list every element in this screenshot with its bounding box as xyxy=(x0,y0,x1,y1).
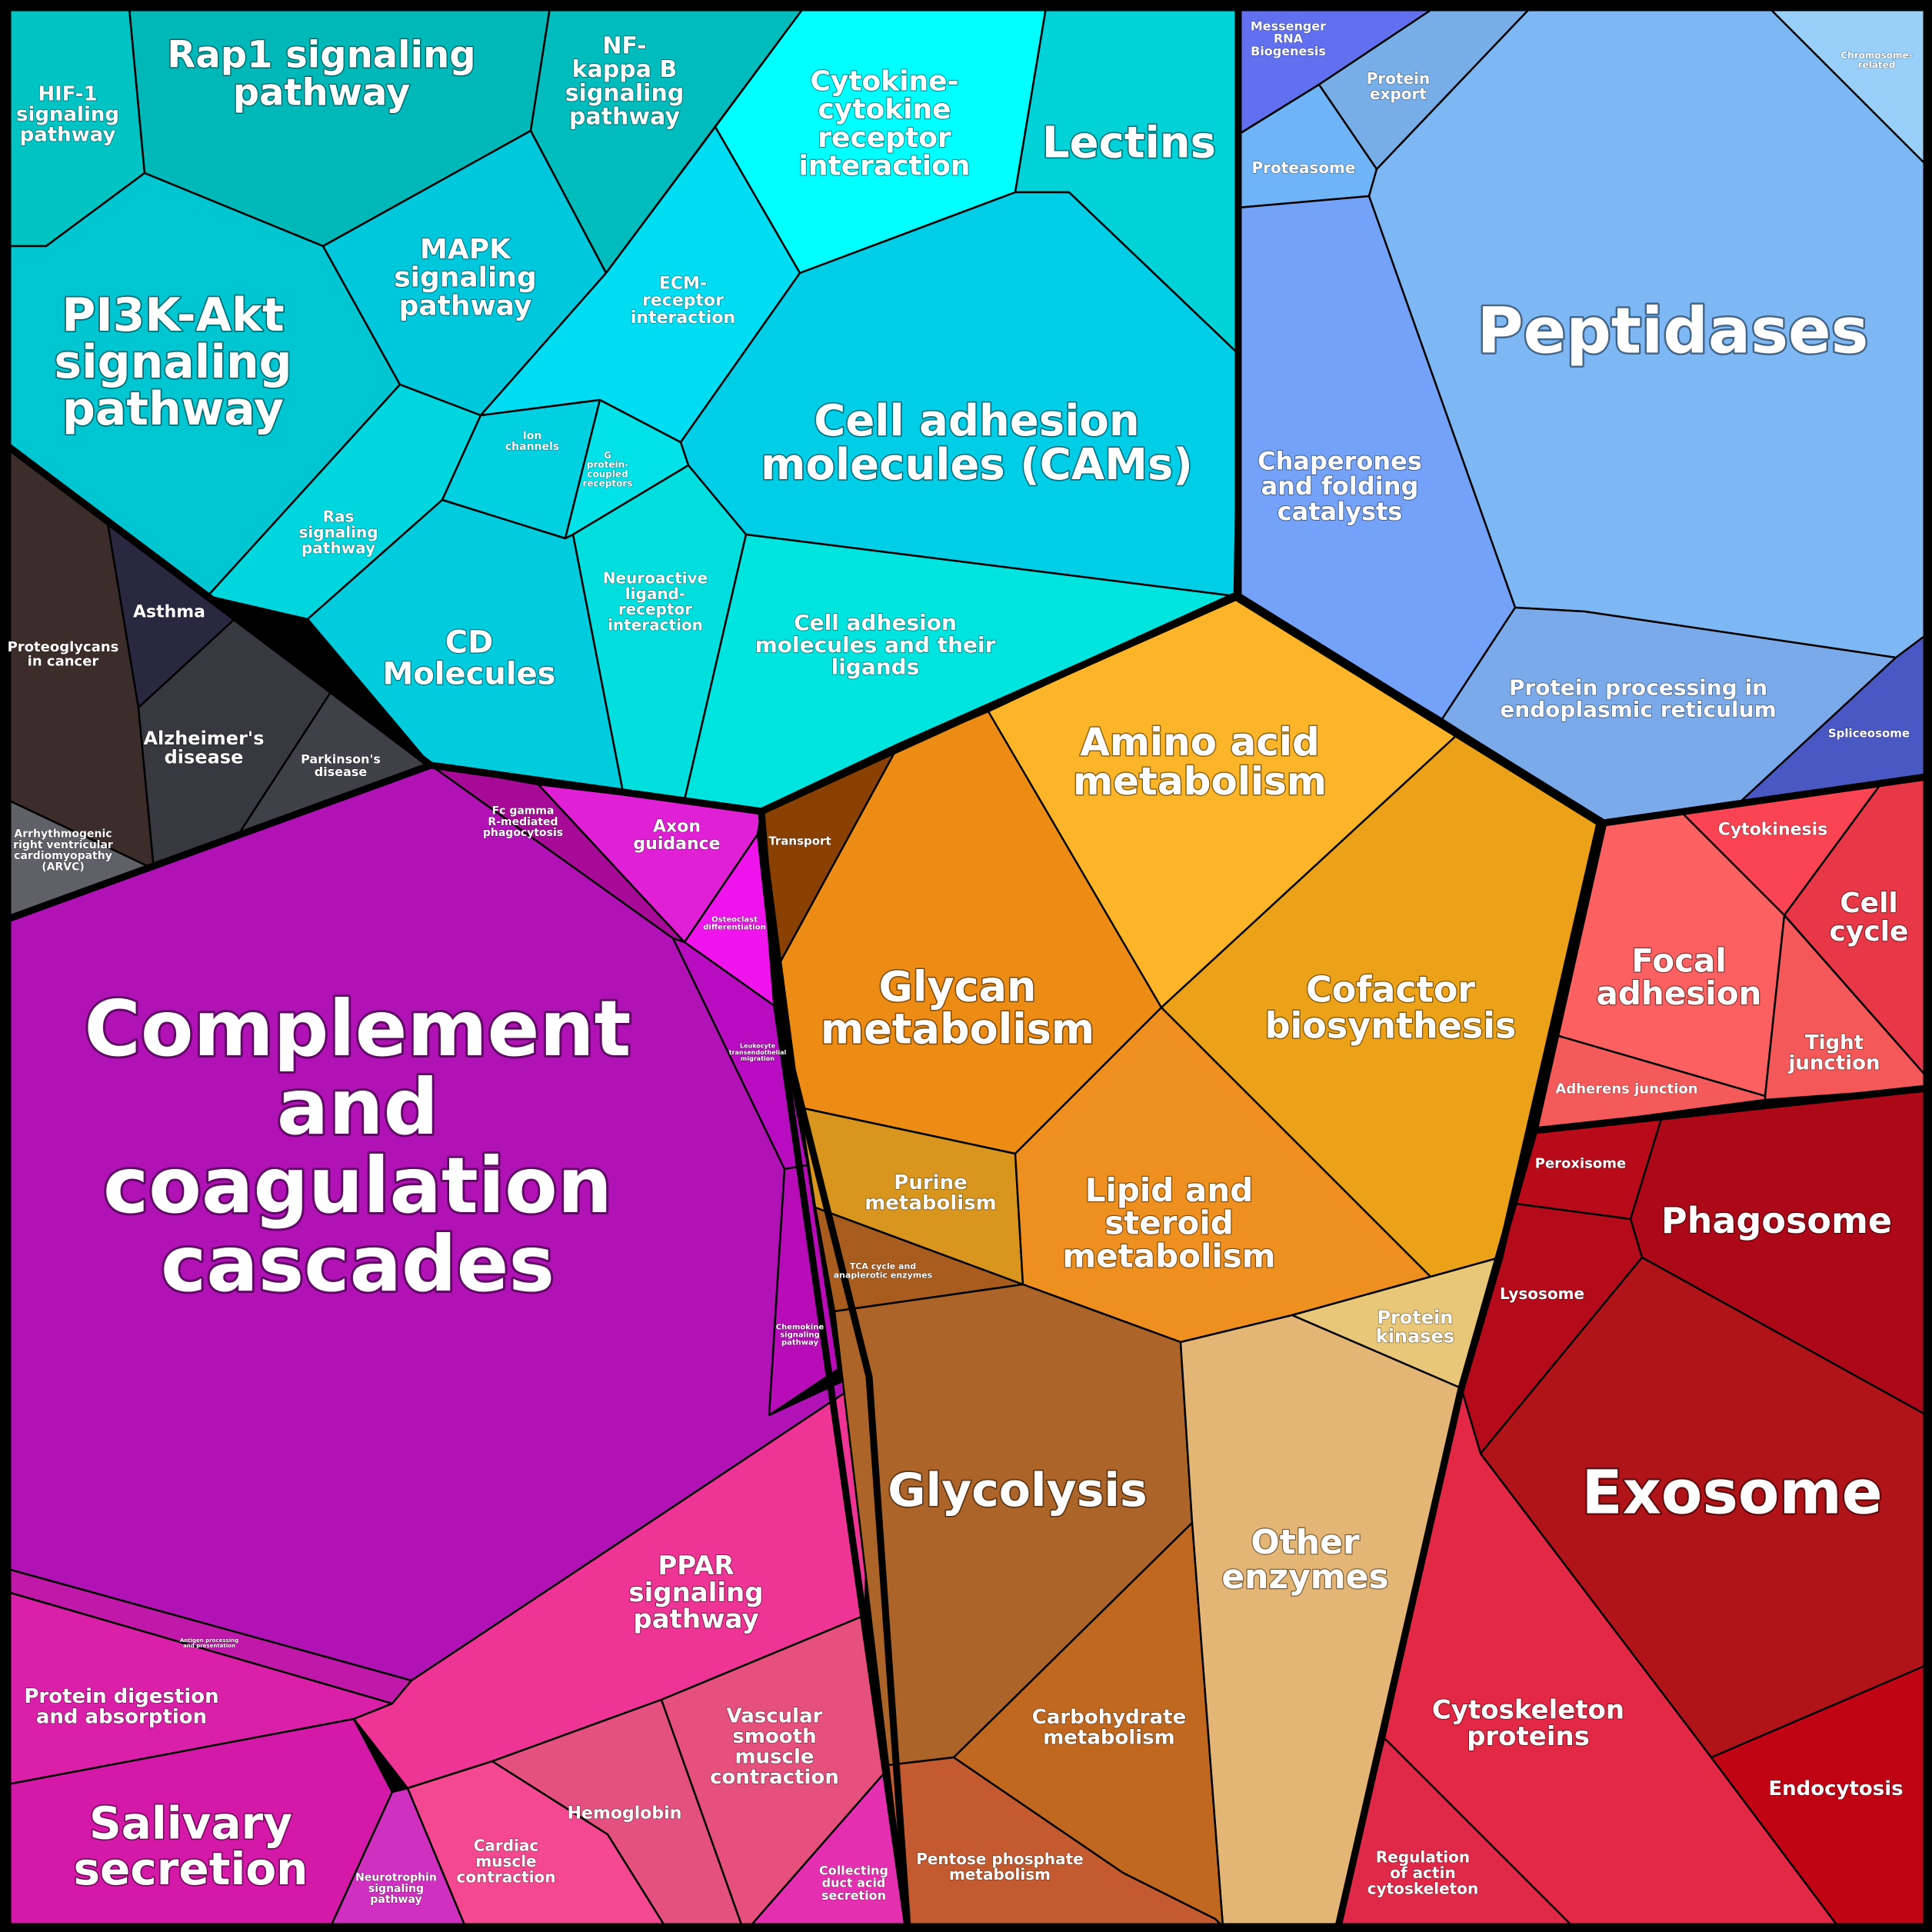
cell-label-arvc: Arrhythmogenic right ventricular cardiomyo… xyxy=(13,828,113,873)
cell-label-osteo: Osteoclast differentiation xyxy=(703,915,765,931)
cell-label-cd: CD Molecules xyxy=(383,625,556,692)
cell-label-glycolysis: Glycolysis xyxy=(888,1464,1147,1517)
cell-label-fcgamma: Fc gamma R-mediated phagocytosis xyxy=(483,805,563,840)
cell-label-phagosome: Phagosome xyxy=(1661,1200,1892,1241)
cell-label-cellcycle: Cell cycle xyxy=(1830,888,1909,948)
cell-label-peptidases: Peptidases xyxy=(1477,295,1869,368)
cell-label-peroxisome: Peroxisome xyxy=(1535,1155,1626,1171)
cell-label-protproc: Protein processing in endoplasmic reticul… xyxy=(1500,675,1777,723)
cell-label-otherenz: Other enzymes xyxy=(1221,1523,1388,1597)
cell-label-cytoskel: Cytoskeleton proteins xyxy=(1432,1695,1624,1753)
cell-label-lectins: Lectins xyxy=(1042,118,1216,168)
cell-label-protexport: Protein export xyxy=(1367,69,1430,103)
cell-label-ion: Ion channels xyxy=(505,430,559,453)
cell-label-rap1: Rap1 signaling pathway xyxy=(167,33,475,114)
cell-label-exosome: Exosome xyxy=(1581,1458,1882,1527)
labels-layer: HIF-1 signaling pathway Rap1 signaling pathw… xyxy=(7,18,1913,1907)
cell-label-tight: Tight junction xyxy=(1787,1031,1880,1075)
cell-label-aminoacid: Amino acid metabolism xyxy=(1073,720,1327,804)
cell-label-cofactor: Cofactor biosynthesis xyxy=(1265,969,1517,1047)
cell-label-hemo: Hemoglobin xyxy=(568,1804,682,1824)
cell-label-proteasome: Proteasome xyxy=(1252,158,1356,177)
cells-layer xyxy=(6,6,1928,1928)
cell-label-antigen: Antigen processing and presentation xyxy=(180,1637,238,1649)
cell-label-hif1: HIF-1 signaling pathway xyxy=(16,83,119,147)
cell-label-mapk: MAPK signaling pathway xyxy=(394,234,537,321)
cell-label-cytokine: Cytokine-cytokine receptor interaction xyxy=(799,66,971,182)
cell-label-pentose: Pentose phosphate metabolism xyxy=(916,1850,1084,1884)
cell-label-protdig: Protein digestion and absorption xyxy=(24,1685,218,1729)
cell-label-ppar: PPAR signaling pathway xyxy=(628,1551,763,1634)
cell-label-ras: Ras signaling pathway xyxy=(298,508,378,558)
cell-label-alz: Alzheimer's disease xyxy=(143,728,264,768)
cell-label-cytokinesis: Cytokinesis xyxy=(1718,821,1828,840)
cell-label-protkin: Protein kinases xyxy=(1376,1307,1454,1347)
cell-label-leuko: Leukocyte transendothelial migration xyxy=(729,1043,787,1062)
cell-label-neuro: Neuroactive ligand-receptor interaction xyxy=(603,568,708,634)
cell-label-pi3k: PI3K-Akt signaling pathway xyxy=(54,288,291,436)
cell-label-mrna: Messenger RNA Biogenesis xyxy=(1251,18,1326,58)
cell-label-chemo: Chemokine signaling pathway xyxy=(776,1323,824,1347)
cell-label-adherens: Adherens junction xyxy=(1555,1081,1697,1097)
cell-label-neurotroph: Neurotrophin signaling pathway xyxy=(355,1872,437,1907)
cell-label-cams: Cell adhesion molecules (CAMs) xyxy=(761,396,1193,490)
cell-label-lysosome: Lysosome xyxy=(1500,1284,1584,1303)
cell-label-ecm: ECM-receptor interaction xyxy=(631,274,735,328)
cell-label-glycan: Glycan metabolism xyxy=(821,962,1094,1053)
cell-label-camlig: Cell adhesion molecules and their ligands xyxy=(755,610,996,679)
cell-label-cardiac: Cardiac muscle contraction xyxy=(456,1837,555,1887)
cell-label-carbo: Carbohydrate metabolism xyxy=(1032,1706,1186,1750)
cell-label-collecting: Collecting duct acid secretion xyxy=(819,1863,888,1903)
cell-label-endocytosis: Endocytosis xyxy=(1768,1777,1903,1800)
cell-label-complement: Complement and coagulation cascades xyxy=(85,984,631,1309)
cell-label-park: Parkinson's disease xyxy=(301,751,381,778)
cell-label-purine: Purine metabolism xyxy=(864,1171,997,1215)
cell-label-tca: TCA cycle and anaplerotic enzymes xyxy=(834,1261,933,1280)
cell-label-vascular: Vascular smooth muscle contraction xyxy=(710,1704,839,1789)
cell-label-spliceo: Spliceosome xyxy=(1828,726,1910,740)
cell-label-transport: Transport xyxy=(768,834,831,848)
cell-label-proteo: Proteoglycans in cancer xyxy=(8,639,119,669)
cell-label-lipid: Lipid and steroid metabolism xyxy=(1062,1171,1275,1275)
cell-label-regactin: Regulation of actin cytoskeleton xyxy=(1367,1848,1478,1898)
cell-label-chromo: Chromosome-related xyxy=(1840,50,1912,70)
cell-label-focal: Focal adhesion xyxy=(1597,941,1762,1012)
cell-label-axon: Axon guidance xyxy=(633,817,720,853)
cell-label-asthma: Asthma xyxy=(133,603,205,622)
cell-label-chaperones: Chaperones and folding catalysts xyxy=(1257,447,1422,526)
cell-label-salivary: Salivary secretion xyxy=(74,1797,308,1895)
